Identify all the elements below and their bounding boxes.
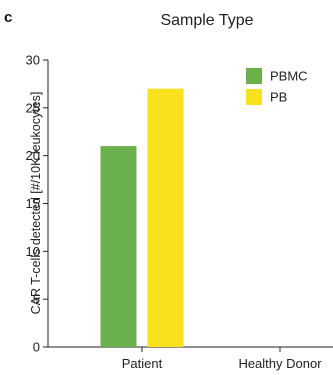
bars xyxy=(100,88,184,347)
y-tick-label: 10 xyxy=(26,244,40,259)
legend-swatch-pb xyxy=(246,89,262,105)
x-tick-label: Healthy Donor xyxy=(238,356,322,371)
bar-pb-patient xyxy=(147,88,184,347)
y-tick-label: 20 xyxy=(26,148,40,163)
y-tick-label: 15 xyxy=(26,196,40,211)
bar-pbmc-patient xyxy=(100,146,137,347)
y-tick-label: 0 xyxy=(33,340,40,355)
x-tick-label: Patient xyxy=(122,356,163,371)
legend: PBMC PB xyxy=(246,68,308,105)
y-axis-label: CAR T-cells detected [#/10K leukocytes] xyxy=(29,92,43,315)
chart-title: Sample Type xyxy=(160,12,253,29)
y-tick-label: 30 xyxy=(26,53,40,68)
legend-label-pb: PB xyxy=(270,90,287,105)
legend-swatch-pbmc xyxy=(246,68,262,84)
y-tick-label: 5 xyxy=(33,292,40,307)
y-tick-label: 25 xyxy=(26,100,40,115)
x-ticks: Patient Healthy Donor xyxy=(122,347,322,371)
legend-label-pbmc: PBMC xyxy=(270,69,308,84)
y-ticks: 0 5 10 15 20 25 30 xyxy=(26,53,48,355)
panel-label: c xyxy=(4,9,12,26)
